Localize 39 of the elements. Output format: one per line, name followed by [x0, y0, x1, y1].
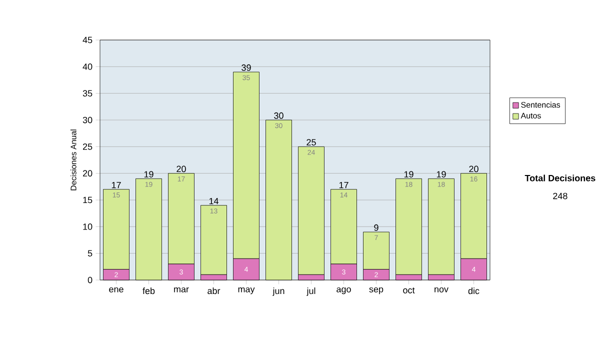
total-label: 20	[469, 166, 478, 172]
total-label: 19	[436, 171, 446, 178]
y-tick-label: 25	[82, 143, 92, 150]
y-tick-label: 10	[83, 223, 92, 230]
y-tick-label: 20	[82, 170, 92, 177]
total-label: 30	[274, 112, 284, 119]
x-tick-label: may	[238, 287, 255, 294]
x-tick-label: ago	[336, 287, 351, 294]
total-label: 17	[112, 182, 121, 188]
y-tick-label: 45	[82, 36, 92, 44]
total-label: 19	[144, 171, 154, 178]
legend-label: Autos	[520, 112, 541, 118]
total-label: 9	[374, 224, 378, 231]
y-tick-label: 5	[88, 250, 92, 256]
text: Total Decisiones	[524, 174, 596, 182]
total-label: 14	[209, 198, 218, 204]
total-label: 20	[176, 166, 186, 172]
y-tick-label: 0	[88, 276, 92, 284]
x-tick-label: jul	[306, 287, 316, 296]
x-tick-label: nov	[434, 287, 448, 292]
text: 248	[553, 192, 568, 200]
x-tick-label: mar	[174, 287, 189, 292]
x-tick-label: abr	[208, 287, 220, 294]
y-tick-label: 35	[82, 90, 92, 97]
y-tick-label: 40	[82, 63, 92, 70]
legend-label: Sentencias	[521, 102, 560, 108]
x-tick-label: ene	[109, 287, 124, 292]
y-tick-label: 30	[82, 116, 92, 124]
total-label: 17	[339, 182, 348, 188]
x-tick-label: sep	[369, 287, 384, 294]
total-label: 19	[404, 171, 414, 178]
y-tick-label: 15	[83, 196, 92, 204]
x-tick-label: jun	[272, 287, 284, 296]
total-label: 39	[242, 64, 251, 71]
total-label: 25	[306, 139, 316, 146]
x-tick-label: dic	[468, 287, 480, 294]
x-tick-label: oct	[403, 287, 415, 294]
y-axis-title: Decisiones Anual	[70, 130, 76, 190]
x-tick-label: feb	[142, 287, 155, 294]
